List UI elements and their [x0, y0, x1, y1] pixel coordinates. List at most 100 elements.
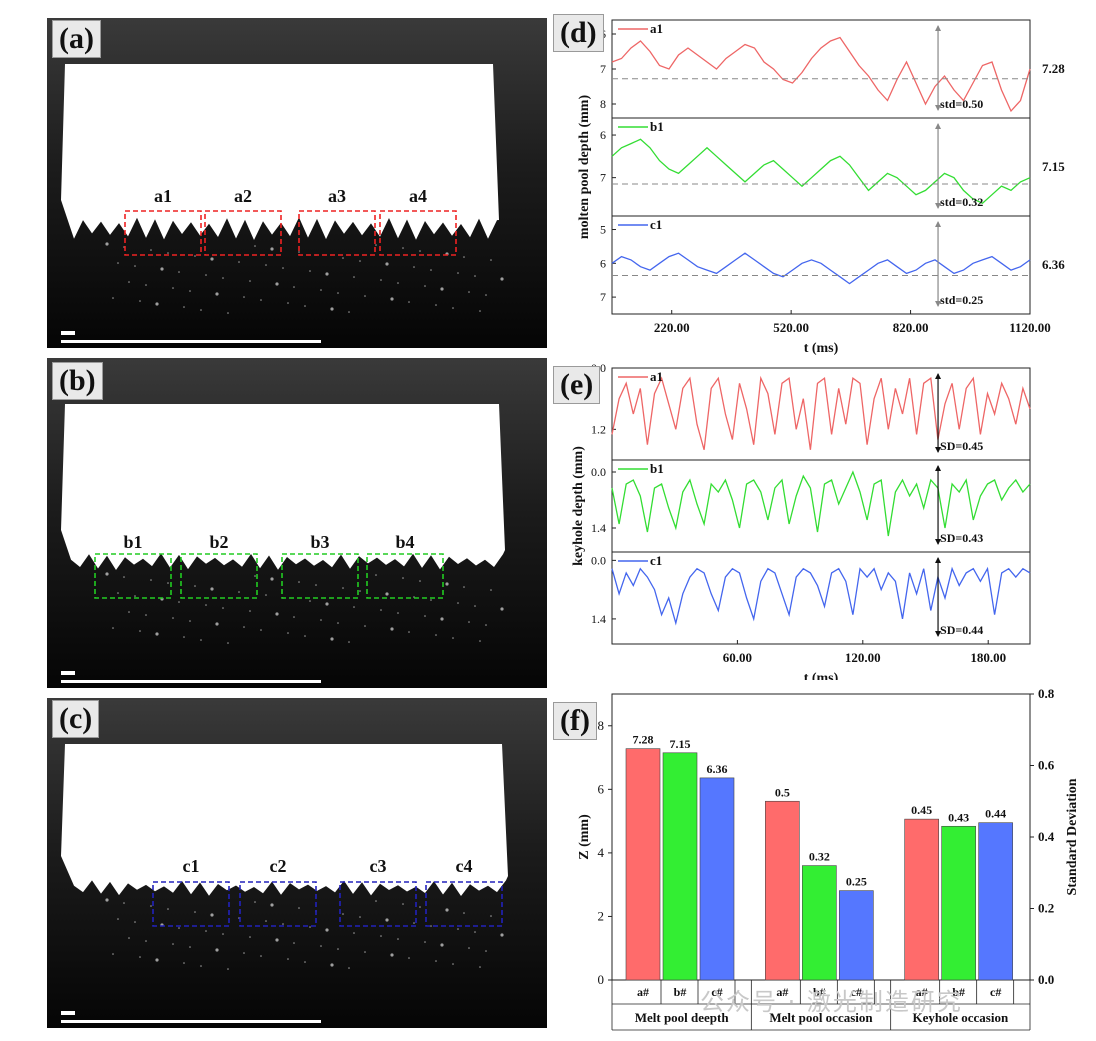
spatter-dot: [200, 309, 202, 311]
bar-0-b#: [662, 752, 698, 981]
spatter-dot: [348, 641, 350, 643]
spatter-dot: [304, 305, 306, 307]
spatter-dot: [183, 962, 185, 964]
spatter-dot: [337, 622, 339, 624]
region-box-b1: [94, 553, 172, 599]
spatter-dot: [419, 250, 421, 252]
spatter-dot: [298, 251, 300, 253]
x-axis-label: t (ms): [804, 671, 839, 680]
region-label-c2: c2: [270, 856, 287, 876]
spatter-dot: [380, 279, 382, 281]
photo-panel-b: b1 b2 b3 b4: [47, 358, 547, 688]
spatter-dot: [112, 297, 114, 299]
spatter-dot: [435, 960, 437, 962]
series-line-a1: [611, 36, 1031, 113]
spatter-dot: [270, 577, 274, 581]
spatter-dot: [440, 943, 444, 947]
mean-label-a1: 7.28: [1042, 61, 1065, 76]
spatter-dot: [408, 301, 410, 303]
region-box-c4: [425, 881, 503, 927]
spatter-dot: [254, 901, 256, 903]
ytick-label-left: 6: [598, 781, 605, 796]
series-line-b1: [611, 470, 1031, 537]
std-label-a1: std=0.50: [940, 97, 983, 111]
spatter-dot: [430, 269, 432, 271]
subplot-frame-c1: [611, 215, 1031, 315]
panel-label-a: (a): [52, 20, 101, 58]
xtick-label: 180.00: [970, 650, 1006, 665]
spatter-dot: [375, 574, 377, 576]
spatter-dot: [270, 903, 274, 907]
spatter-dot: [275, 612, 279, 616]
ytick-label: 8: [600, 97, 606, 111]
spatter-dot: [105, 572, 109, 576]
spatter-dot: [189, 620, 191, 622]
arrow-head: [935, 203, 942, 209]
spatter-dot: [123, 902, 125, 904]
spatter-dot: [320, 945, 322, 947]
spatter-dot: [293, 942, 295, 944]
series-line-c1: [611, 566, 1031, 626]
spatter-dot: [178, 271, 180, 273]
bar-1-a#: [765, 800, 800, 981]
spatter-dot: [424, 615, 426, 617]
region-label-b3: b3: [310, 532, 329, 552]
spatter-dot: [402, 247, 404, 249]
spatter-dot: [238, 261, 240, 263]
subplot-frame-c1: [611, 551, 1031, 645]
ytick-label: 5: [600, 223, 606, 237]
spatter-dot: [359, 260, 361, 262]
ytick-label-right: 0.4: [1038, 829, 1055, 844]
ytick-label: 1.4: [591, 521, 606, 535]
spatter-dot: [468, 947, 470, 949]
bar-category-label: b#: [952, 985, 965, 999]
std-label-b1: std=0.32: [940, 195, 983, 209]
std-label-c1: SD=0.44: [940, 623, 983, 637]
spatter-dot: [490, 915, 492, 917]
spatter-dot: [282, 267, 284, 269]
ytick-label-right: 0.2: [1038, 901, 1054, 916]
spatter-dot: [413, 266, 415, 268]
photo-svg-a: a1 a2 a3 a4: [47, 18, 547, 348]
spatter-dot: [485, 624, 487, 626]
bar-value-label: 0.45: [911, 803, 932, 817]
bar-value-label: 0.25: [846, 875, 867, 889]
chart-svg-f: 0 2 4 6 8 0.0 0.2 0.4 0.6 0.8 Z (mm) Standard Devia…: [577, 686, 1080, 1031]
spatter-dot: [265, 920, 267, 922]
spatter-dot: [117, 262, 119, 264]
region-box-a3: [298, 210, 376, 256]
scale-bar-mark: [61, 671, 75, 675]
spatter-dot: [309, 926, 311, 928]
spatter-dot: [490, 259, 492, 261]
spatter-dot: [440, 287, 444, 291]
photo-svg-b: b1 b2 b3 b4: [47, 358, 547, 688]
bar-category-label: a#: [776, 985, 788, 999]
bar-value-label: 0.5: [775, 785, 790, 799]
ytick-label: 7: [600, 62, 606, 76]
bar-category-label: a#: [637, 985, 649, 999]
spatter-dot: [348, 311, 350, 313]
region-label-a4: a4: [409, 186, 427, 206]
spatter-dot: [172, 287, 174, 289]
spatter-dot: [227, 968, 229, 970]
spatter-dot: [183, 636, 185, 638]
spatter-dot: [150, 905, 152, 907]
spatter-dot: [413, 922, 415, 924]
chart-svg-d: 6787.28std=0.50a1677.15std=0.32b15676.36…: [577, 19, 1065, 356]
spatter-dot: [337, 292, 339, 294]
spatter-dot: [419, 580, 421, 582]
bar-2-b#: [941, 825, 976, 981]
spatter-dot: [364, 295, 366, 297]
ytick-label: 0.0: [591, 553, 606, 567]
spatter-dot: [385, 918, 389, 922]
spatter-dot: [380, 935, 382, 937]
spatter-dot: [134, 921, 136, 923]
scale-bar-mark: [61, 331, 75, 335]
region-box-c3: [339, 881, 417, 927]
spatter-dot: [287, 958, 289, 960]
region-label-c4: c4: [456, 856, 473, 876]
ytick-label-left: 0: [598, 972, 605, 987]
spatter-dot: [479, 966, 481, 968]
spatter-dot: [298, 907, 300, 909]
x-axis-label: t (ms): [804, 341, 839, 356]
